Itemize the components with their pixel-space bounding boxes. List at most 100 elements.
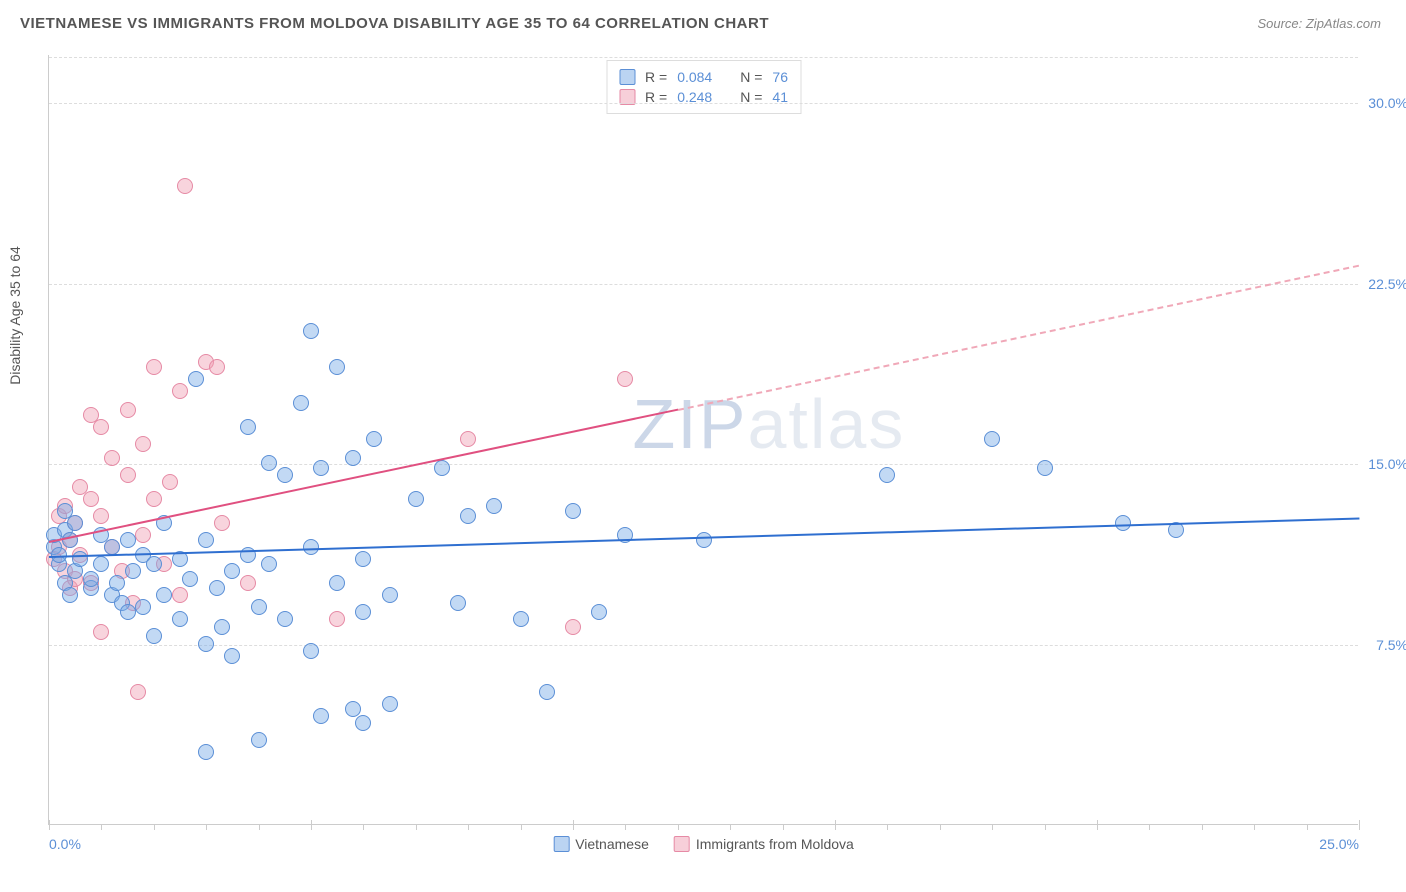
data-point <box>172 587 188 603</box>
x-tick <box>416 824 417 830</box>
swatch-icon <box>619 69 635 85</box>
data-point <box>120 532 136 548</box>
data-point <box>162 474 178 490</box>
swatch-icon <box>553 836 569 852</box>
data-point <box>329 575 345 591</box>
trendline <box>49 517 1359 557</box>
data-point <box>513 611 529 627</box>
x-tick <box>1359 820 1360 830</box>
data-point <box>198 744 214 760</box>
chart-header: VIETNAMESE VS IMMIGRANTS FROM MOLDOVA DI… <box>0 0 1406 42</box>
data-point <box>366 431 382 447</box>
data-point <box>240 419 256 435</box>
data-point <box>172 611 188 627</box>
data-point <box>240 547 256 563</box>
data-point <box>460 508 476 524</box>
data-point <box>434 460 450 476</box>
data-point <box>303 643 319 659</box>
data-point <box>177 178 193 194</box>
scatter-chart: ZIPatlas R = 0.084 N = 76 R = 0.248 N = … <box>48 55 1358 825</box>
data-point <box>182 571 198 587</box>
data-point <box>408 491 424 507</box>
x-tick <box>1307 824 1308 830</box>
data-point <box>209 359 225 375</box>
data-point <box>303 323 319 339</box>
data-point <box>120 467 136 483</box>
data-point <box>1115 515 1131 531</box>
data-point <box>125 563 141 579</box>
data-point <box>198 636 214 652</box>
x-tick <box>206 824 207 830</box>
data-point <box>83 571 99 587</box>
data-point <box>120 402 136 418</box>
data-point <box>135 527 151 543</box>
data-point <box>879 467 895 483</box>
data-point <box>72 551 88 567</box>
data-point <box>198 532 214 548</box>
x-tick <box>625 824 626 830</box>
x-tick <box>783 824 784 830</box>
data-point <box>293 395 309 411</box>
data-point <box>696 532 712 548</box>
trendline <box>678 264 1360 410</box>
data-point <box>214 515 230 531</box>
x-tick <box>1097 820 1098 830</box>
gridline <box>49 103 1358 104</box>
y-axis-label: Disability Age 35 to 64 <box>7 246 23 385</box>
data-point <box>109 575 125 591</box>
x-tick-label: 25.0% <box>1319 836 1359 852</box>
x-tick <box>49 820 50 830</box>
data-point <box>355 715 371 731</box>
gridline <box>49 57 1358 58</box>
data-point <box>135 599 151 615</box>
x-tick-label: 0.0% <box>49 836 81 852</box>
x-tick <box>940 824 941 830</box>
x-tick <box>1254 824 1255 830</box>
data-point <box>188 371 204 387</box>
data-point <box>565 619 581 635</box>
x-tick <box>835 820 836 830</box>
data-point <box>67 515 83 531</box>
data-point <box>1037 460 1053 476</box>
x-tick <box>1202 824 1203 830</box>
data-point <box>382 696 398 712</box>
data-point <box>984 431 1000 447</box>
data-point <box>156 587 172 603</box>
data-point <box>209 580 225 596</box>
data-point <box>261 556 277 572</box>
data-point <box>355 551 371 567</box>
y-tick-label: 7.5% <box>1376 637 1406 653</box>
x-tick <box>154 824 155 830</box>
x-tick <box>101 824 102 830</box>
legend-row-blue: R = 0.084 N = 76 <box>619 67 788 87</box>
data-point <box>146 556 162 572</box>
data-point <box>93 419 109 435</box>
data-point <box>224 648 240 664</box>
data-point <box>62 587 78 603</box>
chart-source: Source: ZipAtlas.com <box>1257 16 1381 31</box>
legend-item-moldova: Immigrants from Moldova <box>674 836 854 852</box>
legend-item-vietnamese: Vietnamese <box>553 836 649 852</box>
data-point <box>104 450 120 466</box>
trendline <box>49 409 678 543</box>
data-point <box>93 624 109 640</box>
data-point <box>313 708 329 724</box>
data-point <box>240 575 256 591</box>
gridline <box>49 645 1358 646</box>
x-tick <box>468 824 469 830</box>
data-point <box>329 359 345 375</box>
data-point <box>146 359 162 375</box>
x-tick <box>521 824 522 830</box>
data-point <box>120 604 136 620</box>
data-point <box>135 436 151 452</box>
data-point <box>345 450 361 466</box>
data-point <box>83 491 99 507</box>
data-point <box>539 684 555 700</box>
data-point <box>565 503 581 519</box>
legend-series: Vietnamese Immigrants from Moldova <box>553 836 854 852</box>
x-tick <box>992 824 993 830</box>
data-point <box>93 508 109 524</box>
y-tick-label: 22.5% <box>1368 276 1406 292</box>
data-point <box>224 563 240 579</box>
data-point <box>345 701 361 717</box>
